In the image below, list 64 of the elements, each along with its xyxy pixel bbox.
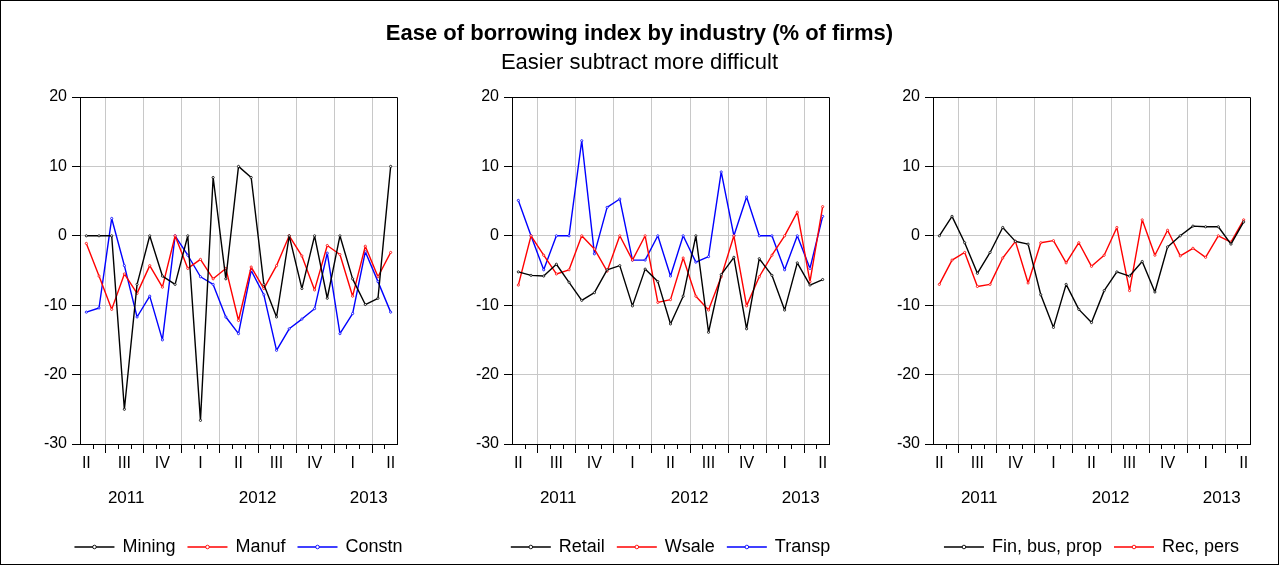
legend-label: Constn bbox=[345, 535, 403, 556]
y-tick-label: 10 bbox=[902, 156, 921, 174]
x-tick-label: III bbox=[549, 454, 564, 472]
y-tick-label: 0 bbox=[58, 226, 68, 244]
chart-title: Ease of borrowing index by industry (% of firms) bbox=[384, 20, 895, 46]
chart-subtitle: Easier subtract more difficult bbox=[499, 49, 780, 75]
x2-tick-label: 2012 bbox=[670, 487, 709, 507]
x-tick-label: III bbox=[701, 454, 716, 472]
x-tick-label: IV bbox=[1160, 454, 1176, 472]
x2-tick-label: 2012 bbox=[1091, 487, 1130, 507]
y-tick-label: -10 bbox=[896, 295, 921, 313]
legend-label: Fin, bus, prop bbox=[991, 535, 1103, 556]
x-tick-label: I bbox=[198, 454, 203, 472]
x-tick-label: III bbox=[970, 454, 985, 472]
x2-tick-label: 2013 bbox=[1202, 487, 1241, 507]
x2-tick-label: 2011 bbox=[539, 487, 577, 507]
y-tick-label: 10 bbox=[481, 156, 500, 174]
y-tick-label: -10 bbox=[43, 295, 68, 313]
x-tick-label: IV bbox=[739, 454, 755, 472]
x-tick-label: I bbox=[1203, 454, 1208, 472]
x-tick-label: I bbox=[1051, 454, 1056, 472]
x2-tick-label: 2013 bbox=[781, 487, 820, 507]
legend-label: Retail bbox=[558, 535, 605, 556]
x-tick-label: II bbox=[934, 454, 944, 472]
legend-label: Mining bbox=[122, 535, 176, 556]
x2-tick-label: 2012 bbox=[238, 487, 277, 507]
x-tick-label: II bbox=[1239, 454, 1249, 472]
x2-tick-label: 2011 bbox=[960, 487, 998, 507]
y-tick-label: 20 bbox=[49, 87, 68, 105]
x-tick-label: I bbox=[630, 454, 635, 472]
y-tick-label: -30 bbox=[43, 434, 68, 452]
y-tick-label: -30 bbox=[896, 434, 921, 452]
legend-label: Manuf bbox=[235, 535, 287, 556]
x-tick-label: II bbox=[234, 454, 243, 472]
legend-label: Rec, pers bbox=[1162, 535, 1240, 556]
x-tick-label: IV bbox=[1007, 454, 1024, 472]
x-tick-label: II bbox=[386, 454, 396, 472]
x-tick-label: II bbox=[513, 454, 523, 472]
x-tick-label: IV bbox=[154, 454, 171, 472]
x2-tick-label: 2011 bbox=[107, 487, 145, 507]
x-tick-label: IV bbox=[307, 454, 323, 472]
x-tick-label: III bbox=[1122, 454, 1137, 472]
y-tick-label: 20 bbox=[481, 87, 500, 105]
x-tick-label: II bbox=[1087, 454, 1096, 472]
y-tick-label: 10 bbox=[49, 156, 68, 174]
x-tick-label: IV bbox=[586, 454, 603, 472]
y-tick-label: 0 bbox=[490, 226, 500, 244]
x-tick-label: III bbox=[269, 454, 284, 472]
x-tick-label: I bbox=[782, 454, 787, 472]
legend-label: Wsale bbox=[664, 535, 715, 556]
x-tick-label: I bbox=[350, 454, 355, 472]
x2-tick-label: 2013 bbox=[349, 487, 388, 507]
y-tick-label: -30 bbox=[475, 434, 500, 452]
legend-label: Transp bbox=[774, 535, 831, 556]
x-tick-label: II bbox=[666, 454, 675, 472]
x-tick-label: III bbox=[117, 454, 132, 472]
y-tick-label: 0 bbox=[911, 226, 921, 244]
y-tick-label: -10 bbox=[475, 295, 500, 313]
x-tick-label: II bbox=[81, 454, 91, 472]
y-tick-label: -20 bbox=[475, 365, 500, 383]
y-tick-label: -20 bbox=[43, 365, 68, 383]
y-tick-label: -20 bbox=[896, 365, 921, 383]
y-tick-label: 20 bbox=[902, 87, 921, 105]
x-tick-label: II bbox=[818, 454, 828, 472]
